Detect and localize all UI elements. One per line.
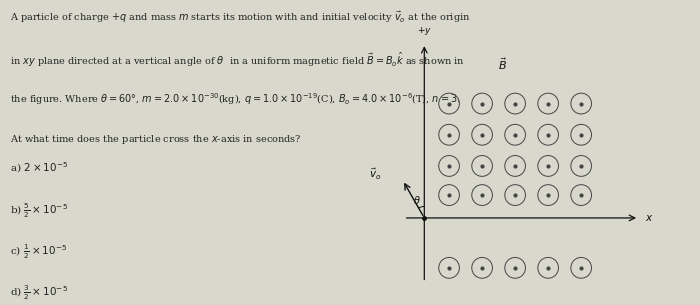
- Text: $x$: $x$: [645, 213, 654, 223]
- Text: b) $\frac{5}{2}\times10^{-5}$: b) $\frac{5}{2}\times10^{-5}$: [10, 201, 69, 220]
- Text: in $xy$ plane directed at a vertical angle of $\theta$  in a uniform magnetic fi: in $xy$ plane directed at a vertical ang…: [10, 50, 466, 69]
- Text: $+y$: $+y$: [416, 25, 432, 37]
- Text: A particle of charge $+q$ and mass $m$ starts its motion with and initial veloci: A particle of charge $+q$ and mass $m$ s…: [10, 9, 471, 24]
- Text: At what time does the particle cross the $x$-axis in seconds?: At what time does the particle cross the…: [10, 133, 302, 146]
- Text: c) $\frac{1}{2}\times10^{-5}$: c) $\frac{1}{2}\times10^{-5}$: [10, 242, 68, 261]
- Text: d) $\frac{3}{2}\times10^{-5}$: d) $\frac{3}{2}\times10^{-5}$: [10, 284, 69, 302]
- Text: $\vec{v}_o$: $\vec{v}_o$: [369, 167, 381, 182]
- Text: $\theta$: $\theta$: [413, 195, 421, 206]
- Text: $\vec{B}$: $\vec{B}$: [498, 56, 508, 72]
- Text: the figure. Where $\theta = 60°$, $m = 2.0\times10^{-30}$(kg), $q = 1.0\times10^: the figure. Where $\theta = 60°$, $m = 2…: [10, 92, 461, 107]
- Text: a) $2\times10^{-5}$: a) $2\times10^{-5}$: [10, 160, 69, 175]
